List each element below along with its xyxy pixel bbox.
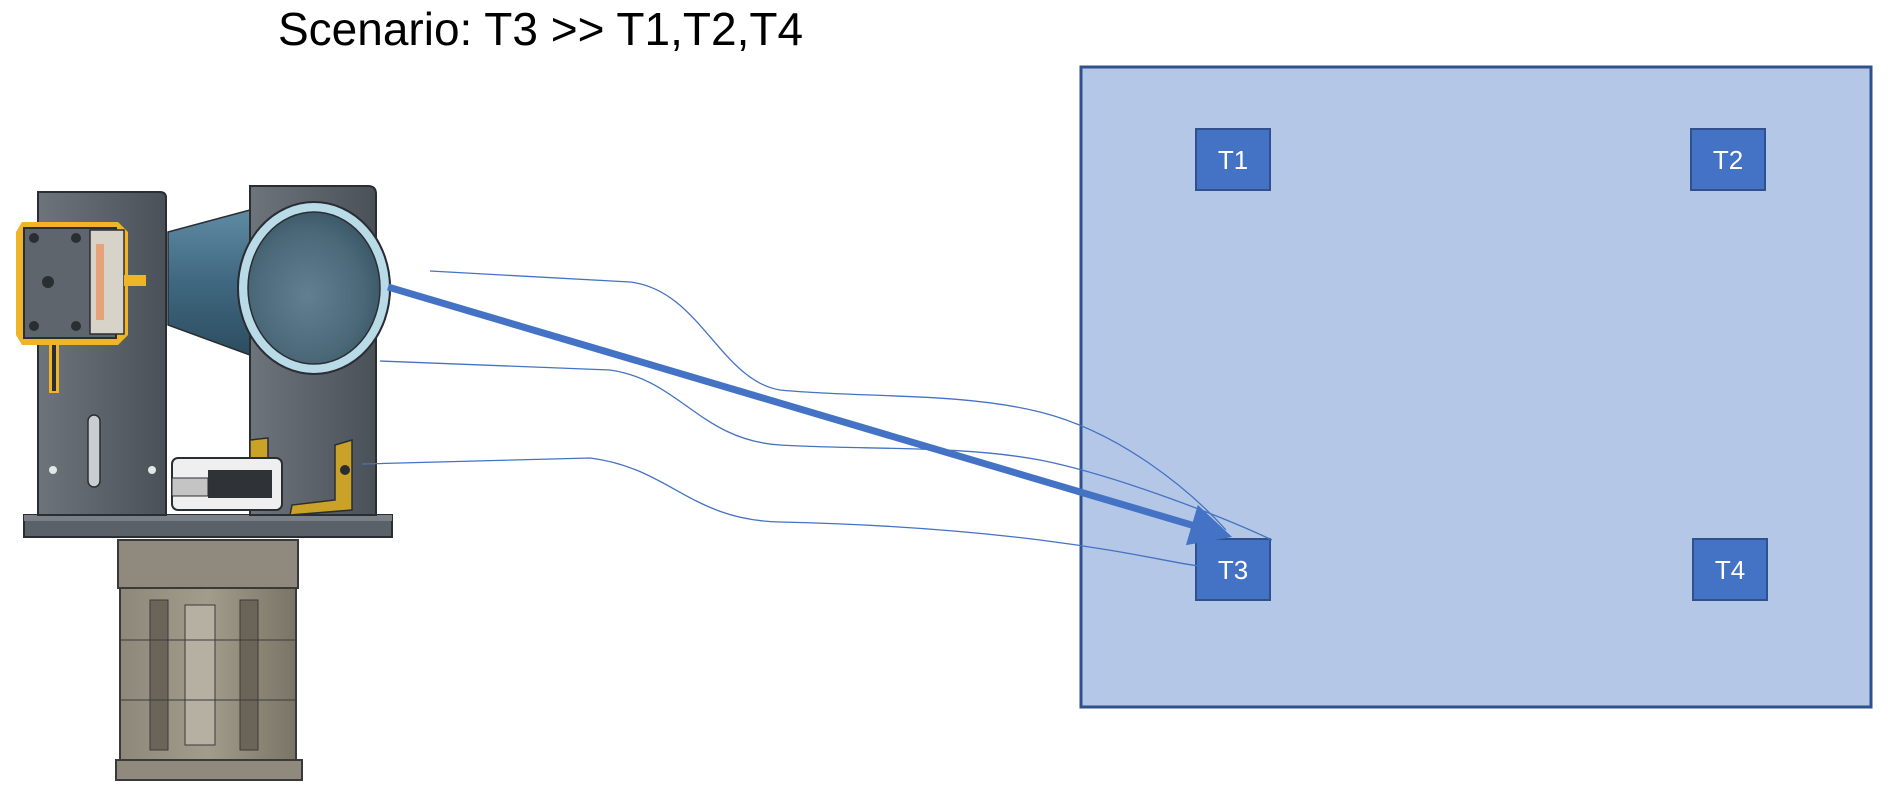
target-t4-label: T4 xyxy=(1715,555,1745,585)
target-t2[interactable]: T2 xyxy=(1690,128,1766,191)
multipath-rays xyxy=(361,270,1273,567)
scenario-title: Scenario: T3 >> T1,T2,T4 xyxy=(278,3,804,55)
target-t3[interactable]: T3 xyxy=(1195,538,1271,601)
multipath-ray-3 xyxy=(361,457,1199,567)
target-t3-label: T3 xyxy=(1218,555,1248,585)
multipath-ray-2 xyxy=(379,360,1273,541)
tilt-motor xyxy=(16,222,146,393)
main-beam-arrow xyxy=(387,283,1233,546)
target-t4[interactable]: T4 xyxy=(1692,538,1768,601)
target-t1[interactable]: T1 xyxy=(1195,128,1271,191)
multipath-ray-1 xyxy=(429,270,1227,531)
pan-bearing xyxy=(171,457,283,511)
target-t2-label: T2 xyxy=(1713,145,1743,175)
base-motor xyxy=(115,539,303,781)
target-t1-label: T1 xyxy=(1218,145,1248,175)
antenna-positioner xyxy=(16,185,393,781)
bracket xyxy=(289,438,353,516)
